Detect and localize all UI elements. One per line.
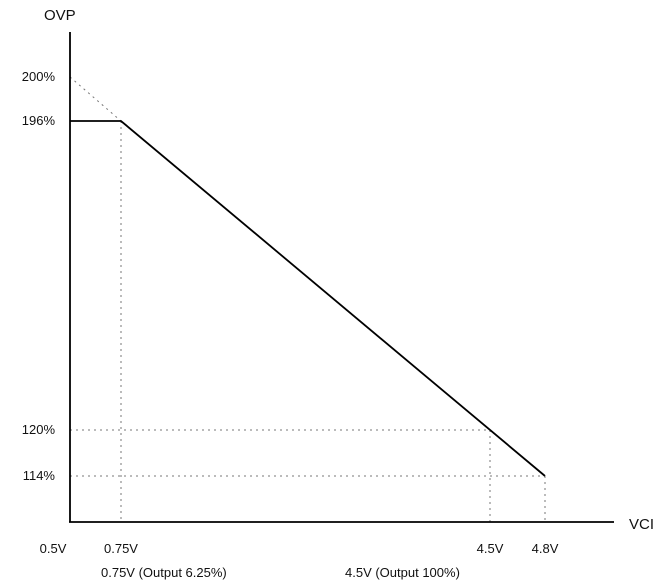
x-tick-label-1: 0.75V (104, 541, 138, 556)
y-tick-label-3: 114% (23, 468, 56, 483)
annotation-label-0: 0.75V (Output 6.25%) (101, 565, 227, 580)
annotation-label-1: 4.5V (Output 100%) (345, 565, 460, 580)
y-tick-label-2: 120% (22, 422, 56, 437)
series-line-0 (70, 120, 546, 477)
guide-lines (70, 120, 546, 522)
y-tick-label-0: 200% (22, 69, 56, 84)
y-axis-title: OVP (44, 7, 76, 24)
x-tick-label-3: 4.8V (532, 541, 559, 556)
x-tick-label-0: 0.5V (40, 541, 67, 556)
x-axis-title: VCI (629, 516, 654, 533)
extrapolation-layer (69, 76, 122, 122)
axes (69, 32, 614, 523)
x-tick-label-2: 4.5V (477, 541, 504, 556)
y-tick-label-1: 196% (22, 113, 56, 128)
tick-labels: 200% 196% 120% 114% 0.5V 0.75V 4.5V 4.8V 0.75V (… (22, 69, 559, 580)
series-layer (70, 120, 546, 477)
extrapolation-line (69, 76, 122, 122)
